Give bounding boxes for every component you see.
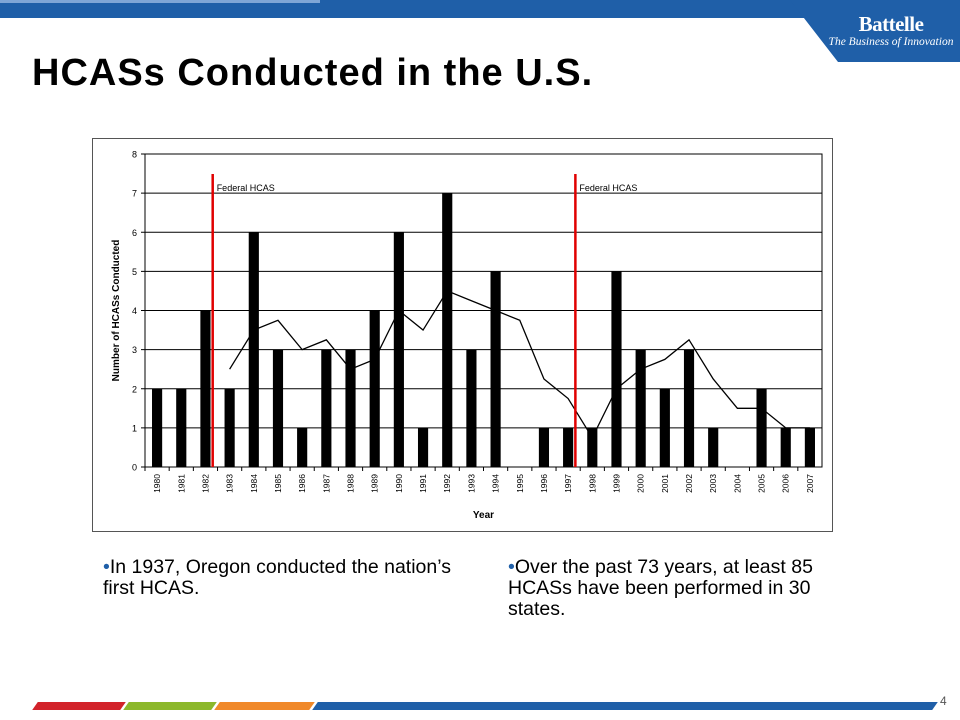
page-number: 4 bbox=[940, 694, 947, 708]
x-tick-label: 2001 bbox=[660, 474, 670, 493]
annotation-label: Federal HCAS bbox=[217, 183, 275, 193]
bar bbox=[538, 427, 550, 467]
x-tick-label: 1986 bbox=[297, 474, 307, 493]
bullet-marker: • bbox=[508, 556, 515, 578]
y-tick-label: 1 bbox=[132, 423, 137, 433]
y-tick-label: 2 bbox=[132, 384, 137, 394]
logo-tagline: The Business of Innovation bbox=[828, 36, 954, 48]
y-tick-label: 7 bbox=[132, 189, 137, 199]
bullet-marker: • bbox=[103, 556, 110, 578]
bar bbox=[804, 427, 815, 467]
x-tick-label: 1981 bbox=[176, 474, 186, 493]
bar bbox=[393, 232, 404, 467]
y-tick-label: 4 bbox=[132, 306, 137, 316]
x-tick-label: 1997 bbox=[563, 474, 573, 493]
x-tick-label: 2007 bbox=[805, 474, 815, 493]
x-tick-label: 1990 bbox=[394, 474, 404, 493]
footer-stripe-red bbox=[32, 702, 126, 710]
battelle-logo: Battelle The Business of Innovation bbox=[826, 12, 956, 48]
bar bbox=[708, 427, 719, 467]
bar bbox=[345, 349, 356, 467]
x-tick-label: 1980 bbox=[152, 474, 162, 493]
bar bbox=[152, 388, 163, 467]
x-tick-label: 1999 bbox=[611, 474, 621, 493]
top-banner-highlight bbox=[0, 0, 320, 3]
y-axis-label: Number of HCASs Conducted bbox=[111, 240, 122, 382]
bar bbox=[490, 271, 501, 467]
bar bbox=[417, 427, 429, 467]
x-tick-label: 1991 bbox=[418, 474, 428, 493]
footer-stripe-green bbox=[123, 702, 217, 710]
bar bbox=[224, 388, 235, 467]
x-tick-label: 2005 bbox=[757, 474, 767, 493]
bar bbox=[369, 310, 380, 467]
x-tick-label: 1982 bbox=[200, 474, 210, 493]
bar bbox=[659, 388, 670, 467]
x-tick-label: 1983 bbox=[225, 474, 235, 493]
x-tick-label: 1984 bbox=[249, 474, 259, 493]
bar bbox=[466, 349, 477, 467]
x-axis-label: Year bbox=[473, 510, 494, 521]
bullet-total: •Over the past 73 years, at least 85 HCA… bbox=[508, 557, 818, 620]
bar bbox=[683, 349, 695, 467]
x-tick-label: 1985 bbox=[273, 474, 283, 493]
logo-name: Battelle bbox=[858, 12, 924, 36]
x-tick-label: 2006 bbox=[781, 474, 791, 493]
x-tick-label: 1994 bbox=[491, 474, 501, 493]
logo-panel-shape bbox=[790, 0, 960, 62]
y-tick-label: 8 bbox=[132, 150, 137, 160]
bar bbox=[200, 310, 211, 467]
x-tick-label: 1992 bbox=[442, 474, 452, 493]
y-tick-label: 3 bbox=[132, 345, 137, 355]
x-tick-label: 1987 bbox=[321, 474, 331, 493]
bar bbox=[442, 193, 453, 467]
x-tick-label: 1993 bbox=[466, 474, 476, 493]
footer-stripe-blue bbox=[312, 702, 938, 710]
bullet-text: Over the past 73 years, at least 85 HCAS… bbox=[508, 556, 813, 620]
bar bbox=[297, 427, 308, 467]
annotation-label: Federal HCAS bbox=[579, 183, 637, 193]
footer-stripe-orange bbox=[214, 702, 315, 710]
x-tick-label: 1995 bbox=[515, 474, 525, 493]
bullet-text: In 1937, Oregon conducted the nation’s f… bbox=[103, 556, 451, 599]
bar bbox=[272, 349, 284, 467]
trend-line bbox=[229, 290, 810, 439]
x-tick-label: 1996 bbox=[539, 474, 549, 493]
bar bbox=[587, 427, 598, 467]
x-tick-label: 2002 bbox=[684, 474, 694, 493]
bar bbox=[780, 427, 791, 467]
top-banner bbox=[0, 0, 960, 18]
hcas-bar-chart: 0 1 2 3 4 5 6 7 8 1980 1981 1982 1983 1984 1985 1986 198… bbox=[111, 150, 823, 521]
y-tick-label: 6 bbox=[132, 228, 137, 238]
x-tick-label: 2004 bbox=[732, 474, 742, 493]
bullet-oregon: •In 1937, Oregon conducted the nation’s … bbox=[103, 557, 473, 599]
bar bbox=[176, 388, 187, 467]
bar bbox=[321, 349, 332, 467]
x-tick-label: 2003 bbox=[708, 474, 718, 493]
slide-title: HCASs Conducted in the U.S. bbox=[32, 52, 594, 94]
x-tick-label: 1989 bbox=[370, 474, 380, 493]
chart-frame: 0 1 2 3 4 5 6 7 8 1980 1981 1982 1983 1984 1985 1986 198… bbox=[92, 138, 833, 532]
bar bbox=[248, 232, 259, 467]
y-tick-label: 0 bbox=[132, 463, 137, 473]
bar bbox=[635, 349, 646, 467]
bar bbox=[756, 388, 767, 467]
bar bbox=[563, 427, 574, 467]
x-tick-label: 1998 bbox=[587, 474, 597, 493]
bar bbox=[611, 271, 622, 467]
x-tick-label: 1988 bbox=[346, 474, 356, 493]
y-tick-label: 5 bbox=[132, 267, 137, 277]
x-tick-label: 2000 bbox=[636, 474, 646, 493]
